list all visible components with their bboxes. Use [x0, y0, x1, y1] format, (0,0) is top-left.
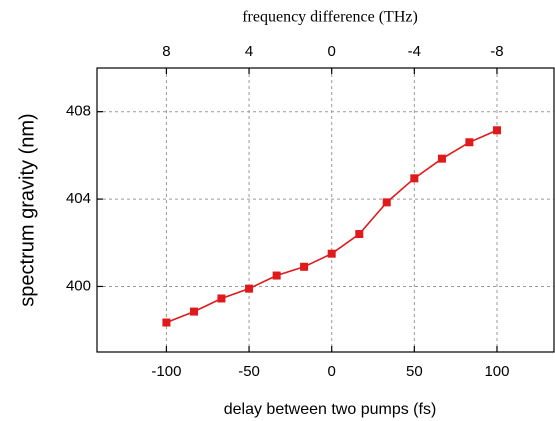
point: [217, 294, 226, 303]
plot-frame: [96, 67, 555, 353]
x-tick-label: -100: [151, 363, 181, 380]
x2-tick-label: 4: [245, 43, 253, 60]
x-tick-label: -50: [238, 363, 260, 380]
x-tick-label: 100: [484, 363, 509, 380]
x-axis-title: delay between two pumps (fs): [224, 401, 437, 418]
point: [437, 154, 446, 163]
y-axis-title: spectrum gravity (nm): [16, 113, 38, 306]
point: [162, 318, 171, 327]
y-tick-label: 400: [66, 277, 91, 294]
point: [190, 307, 199, 316]
point: [465, 138, 474, 147]
x-tick-label: 0: [328, 363, 336, 380]
point: [355, 230, 364, 239]
x2-tick-label: -4: [408, 43, 421, 60]
point: [410, 174, 419, 183]
point: [272, 271, 281, 280]
point: [300, 262, 309, 271]
x-tick-label: 50: [406, 363, 423, 380]
top-axis-title: frequency difference (THz): [242, 9, 418, 26]
y-tick-label: 408: [66, 103, 91, 120]
y-tick-label: 404: [66, 190, 91, 207]
point: [245, 284, 254, 293]
point: [492, 126, 501, 135]
point: [327, 249, 336, 258]
point: [382, 198, 391, 207]
x2-tick-label: -8: [490, 43, 503, 60]
x2-tick-label: 8: [162, 43, 170, 60]
x2-tick-label: 0: [328, 43, 336, 60]
